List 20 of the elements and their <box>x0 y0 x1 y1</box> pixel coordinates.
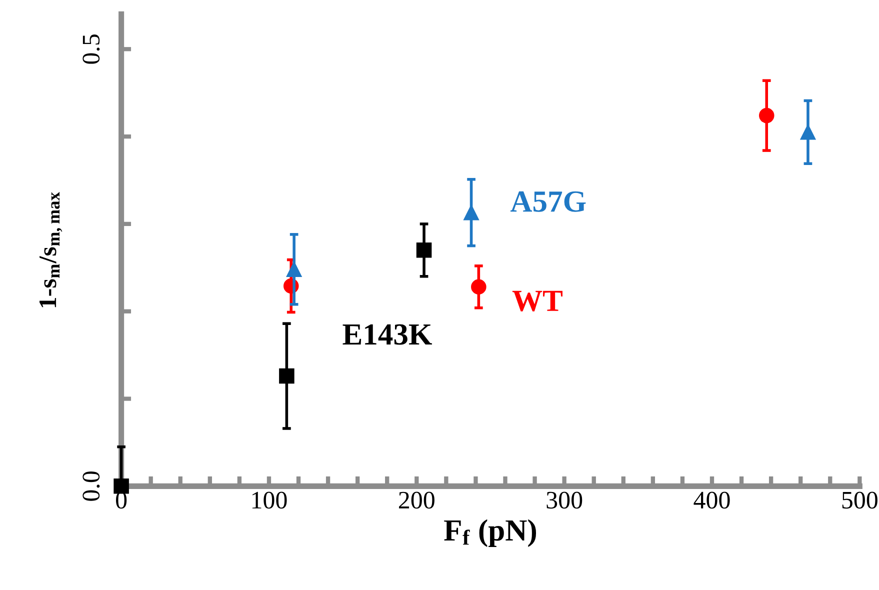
point <box>758 108 774 124</box>
series-label: E143K <box>342 324 432 345</box>
point <box>800 124 816 140</box>
series-label: WT <box>512 290 562 312</box>
y-tick-label: 0.5 <box>82 34 100 64</box>
point <box>464 204 479 220</box>
x-tick-label: 300 <box>546 492 582 509</box>
series-label: A57G <box>510 191 586 212</box>
y-tick-label: 0.0 <box>82 471 100 501</box>
point <box>279 368 294 384</box>
x-tick-label: 100 <box>252 492 287 509</box>
point <box>286 262 302 278</box>
point <box>114 478 129 494</box>
y-axis-title: 1-s$_{m}$/s$_{m,max}$ <box>40 192 62 308</box>
x-tick-label: 400 <box>694 492 730 509</box>
point <box>416 242 432 258</box>
x-axis-title: F$_{f}$ (pN) <box>444 519 536 547</box>
x-tick-label: 500 <box>842 492 878 509</box>
point <box>471 279 486 295</box>
x-tick-label: 200 <box>398 492 434 509</box>
